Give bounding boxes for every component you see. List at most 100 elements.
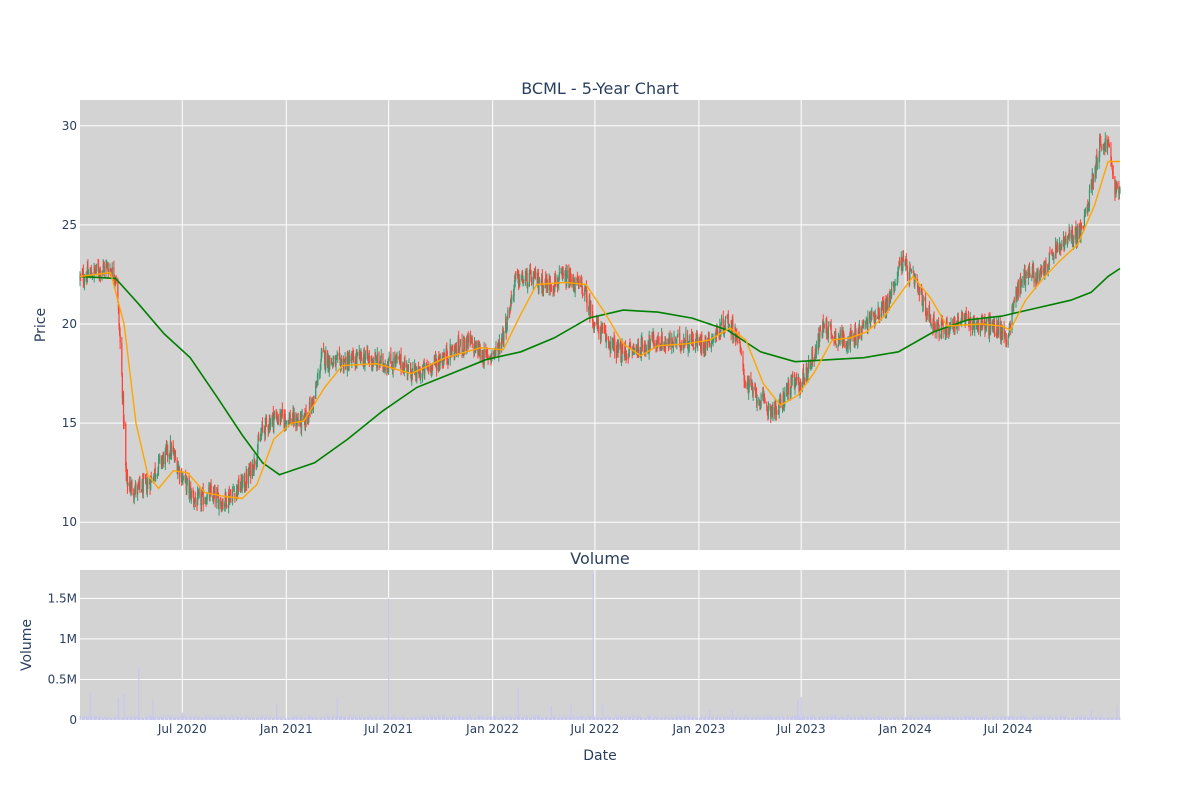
- candle-body: [714, 334, 716, 337]
- volume-bar: [878, 715, 880, 720]
- volume-bar: [849, 716, 851, 720]
- volume-bar: [1044, 716, 1046, 720]
- volume-bar: [760, 717, 761, 720]
- volume-bar: [422, 715, 424, 720]
- volume-bar: [814, 716, 816, 720]
- volume-bar: [218, 717, 219, 720]
- volume-bar: [232, 715, 234, 720]
- volume-bar: [1051, 718, 1053, 720]
- volume-bar: [205, 715, 207, 720]
- volume-bar: [396, 718, 397, 720]
- volume-bar: [550, 706, 552, 720]
- date-x-tick-label: Jan 2024: [878, 722, 932, 736]
- candle-body: [831, 335, 833, 339]
- volume-bar: [631, 718, 633, 720]
- date-x-tick-label: Jan 2021: [259, 722, 313, 736]
- volume-bar: [680, 718, 682, 720]
- candle-body: [922, 299, 924, 306]
- candle-body: [311, 399, 313, 403]
- volume-bar: [839, 716, 841, 720]
- volume-bar: [700, 715, 702, 720]
- candle-body: [269, 422, 272, 428]
- volume-bar: [467, 718, 469, 720]
- candle-body: [910, 269, 912, 271]
- volume-bar: [913, 718, 915, 720]
- candle-body: [216, 493, 218, 503]
- volume-bar: [345, 717, 347, 720]
- volume-bar: [164, 717, 166, 720]
- candle-body: [103, 266, 105, 273]
- candle-body: [451, 347, 454, 349]
- volume-bar: [600, 717, 602, 720]
- candle-body: [1102, 149, 1104, 151]
- candle-body: [259, 437, 261, 442]
- volume-bar: [869, 718, 871, 720]
- volume-bar: [408, 719, 410, 720]
- volume-bar: [462, 715, 464, 720]
- candle-body: [950, 321, 952, 324]
- volume-bar: [962, 718, 964, 720]
- candle-body: [805, 367, 807, 382]
- candle-body: [1066, 238, 1069, 246]
- volume-bar: [732, 716, 734, 720]
- candle-body: [281, 408, 283, 416]
- volume-bar: [348, 715, 350, 720]
- volume-bar: [981, 716, 983, 720]
- volume-bar: [505, 716, 507, 720]
- candle-body: [1077, 226, 1079, 240]
- volume-bar: [471, 718, 473, 720]
- volume-bar: [588, 718, 590, 720]
- volume-bar: [483, 717, 485, 720]
- volume-bar: [755, 717, 757, 720]
- candle-body: [822, 321, 824, 337]
- volume-bar: [853, 716, 855, 720]
- volume-bar: [303, 717, 305, 720]
- candle-body: [1064, 240, 1066, 249]
- candle-body: [105, 264, 107, 273]
- candle-body: [936, 323, 939, 326]
- candle-body: [889, 296, 892, 304]
- volume-bar: [423, 717, 425, 720]
- volume-bar: [968, 716, 970, 720]
- candle-body: [710, 343, 712, 349]
- volume-bar: [427, 716, 429, 720]
- candle-body: [819, 328, 822, 332]
- volume-bar: [969, 715, 971, 720]
- candle-body: [102, 264, 104, 269]
- volume-bar: [617, 718, 618, 720]
- volume-bar: [478, 716, 480, 720]
- candle-body: [949, 327, 951, 333]
- volume-bar: [1029, 718, 1031, 720]
- volume-bar: [301, 717, 302, 720]
- volume-bar: [633, 718, 635, 720]
- candle-body: [182, 475, 184, 482]
- volume-bar: [502, 715, 504, 720]
- candle-body: [778, 400, 780, 413]
- volume-bar: [174, 716, 176, 720]
- candle-body: [487, 355, 489, 361]
- volume-bar: [343, 715, 345, 720]
- candle-body: [720, 326, 722, 336]
- volume-bar: [368, 715, 370, 720]
- volume-bar: [157, 718, 158, 720]
- volume-bar: [846, 718, 847, 720]
- volume-bar: [351, 716, 353, 720]
- volume-bar: [857, 715, 859, 720]
- volume-bar: [1083, 718, 1085, 720]
- candle-body: [157, 467, 159, 476]
- volume-bar: [779, 718, 781, 720]
- candle-body: [1047, 265, 1049, 270]
- volume-bar: [878, 715, 880, 720]
- volume-bar: [598, 718, 600, 720]
- volume-bar: [644, 718, 646, 720]
- volume-bar: [826, 716, 828, 720]
- volume-bar: [977, 717, 978, 720]
- candle-body: [427, 367, 429, 370]
- volume-bar: [210, 715, 212, 720]
- volume-bar: [893, 716, 895, 720]
- volume-bar: [111, 718, 113, 720]
- candle-body: [850, 333, 853, 337]
- candle-body: [338, 353, 341, 355]
- candle-body: [522, 281, 524, 286]
- candle-body: [1080, 226, 1082, 239]
